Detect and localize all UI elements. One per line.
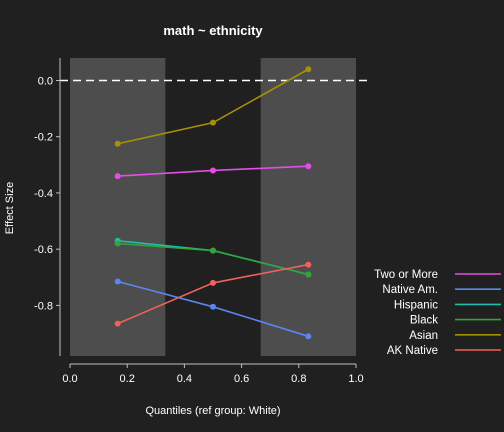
data-point-asian [114,140,121,147]
data-point-asian [305,66,312,73]
x-tick-label: 0.4 [177,373,192,385]
shaded-band-1 [70,58,166,356]
chart-title: math ~ ethnicity [163,23,263,38]
x-tick-label: 0.2 [120,373,135,385]
data-point-ak-native [114,320,121,327]
legend-label-two-or-more: Two or More [374,269,438,281]
data-point-native-am [210,303,216,310]
x-ticks: 0.0 0.2 0.4 0.6 0.8 1.0 [62,364,364,385]
data-point-ak-native [210,279,216,286]
data-point-two-or-more [210,167,216,174]
data-point-black [305,271,312,278]
y-tick-label: -0.6 [34,244,53,256]
y-tick-label: -0.8 [34,300,53,312]
legend-label-black: Black [410,315,438,327]
data-point-ak-native [305,261,312,268]
x-axis-label: Quantiles (ref group: White) [145,405,280,417]
y-tick-label: -0.2 [34,132,53,144]
data-point-two-or-more [305,163,312,170]
y-tick-label: -0.4 [34,188,53,200]
x-tick-label: 0.8 [291,373,306,385]
shaded-band-2 [260,58,356,356]
data-point-two-or-more [114,173,121,180]
data-point-black [114,240,121,247]
legend-label-hispanic: Hispanic [394,299,438,311]
y-axis-label: Effect Size [4,182,16,234]
y-ticks: 0.0 -0.2 -0.4 -0.6 -0.8 [34,75,60,312]
legend-label-native-am: Native Am. [382,284,438,296]
x-tick-label: 0.0 [62,373,77,385]
legend: Two or More Native Am. Hispanic Black Asian A… [374,269,501,357]
legend-label-asian: Asian [409,330,438,342]
shaded-bands [70,58,356,356]
data-point-native-am [114,278,121,285]
legend-label-ak-native: AK Native [387,345,438,357]
series-group [114,66,312,340]
y-tick-label: 0.0 [38,75,53,87]
data-point-asian [210,119,216,126]
x-tick-label: 1.0 [348,373,363,385]
data-point-native-am [305,333,312,340]
data-point-black [210,247,216,254]
x-tick-label: 0.6 [234,373,249,385]
